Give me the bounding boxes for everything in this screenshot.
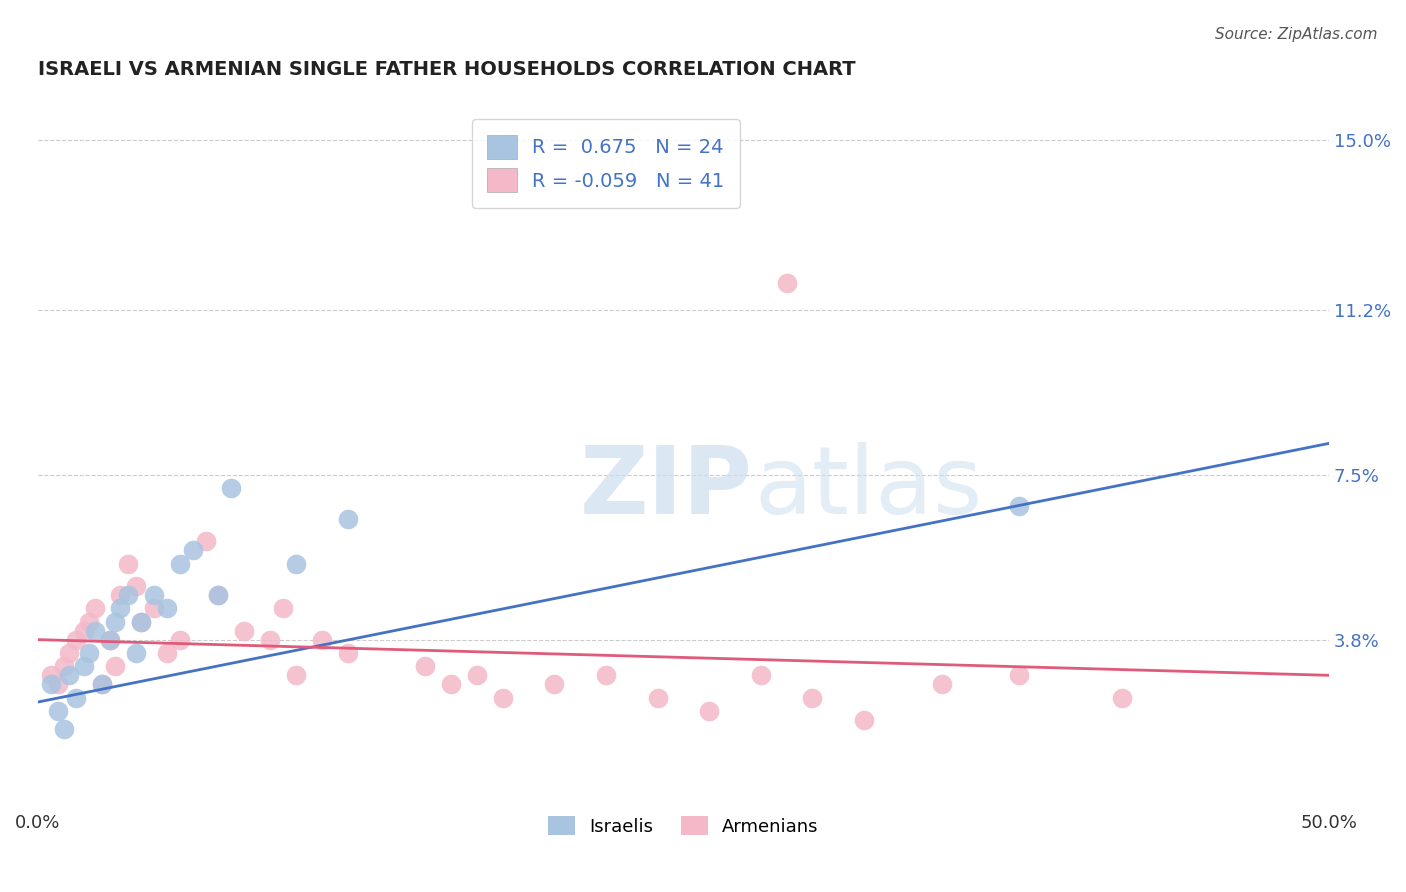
Text: ISRAELI VS ARMENIAN SINGLE FATHER HOUSEHOLDS CORRELATION CHART: ISRAELI VS ARMENIAN SINGLE FATHER HOUSEH… [38,60,855,78]
Point [39,677,62,691]
Point [129,615,152,629]
Text: atlas: atlas [755,442,983,534]
Point [98,632,121,647]
Point [58,646,80,660]
Point [169,632,191,647]
Point [595,668,617,682]
Point [221,481,243,495]
Point [58,668,80,682]
Legend: Israelis, Armenians: Israelis, Armenians [541,809,825,843]
Point [207,588,229,602]
Point [65,632,87,647]
Point [465,668,488,682]
Point [52,659,75,673]
Point [413,659,436,673]
Point [647,690,669,705]
Point [284,557,307,571]
Point [336,646,359,660]
Point [284,668,307,682]
Point [91,677,114,691]
Point [110,601,132,615]
Point [46,677,69,691]
Point [83,601,105,615]
Point [104,659,127,673]
Point [1008,499,1031,513]
Point [79,615,101,629]
Point [259,632,281,647]
Point [181,543,204,558]
Point [79,646,101,660]
Point [156,601,179,615]
Point [73,659,96,673]
Point [1111,690,1133,705]
Point [311,632,333,647]
Point [117,557,139,571]
Point [104,615,127,629]
Point [73,624,96,638]
Point [336,512,359,526]
Point [129,615,152,629]
Point [46,704,69,718]
Point [233,624,256,638]
Point [65,690,87,705]
Point [125,646,148,660]
Point [142,588,165,602]
Point [440,677,463,691]
Point [697,704,720,718]
Point [125,579,148,593]
Point [543,677,565,691]
Point [83,624,105,638]
Point [931,677,953,691]
Point [194,534,217,549]
Point [142,601,165,615]
Point [98,632,121,647]
Point [156,646,179,660]
Point [271,601,294,615]
Point [491,690,513,705]
Point [801,690,824,705]
Point [1008,668,1031,682]
Point [91,677,114,691]
Point [775,276,797,290]
Point [52,722,75,736]
Text: ZIP: ZIP [581,442,754,534]
Point [853,713,876,727]
Point [749,668,772,682]
Point [110,588,132,602]
Point [169,557,191,571]
Point [117,588,139,602]
Point [207,588,229,602]
Point [39,668,62,682]
Text: Source: ZipAtlas.com: Source: ZipAtlas.com [1215,27,1378,42]
